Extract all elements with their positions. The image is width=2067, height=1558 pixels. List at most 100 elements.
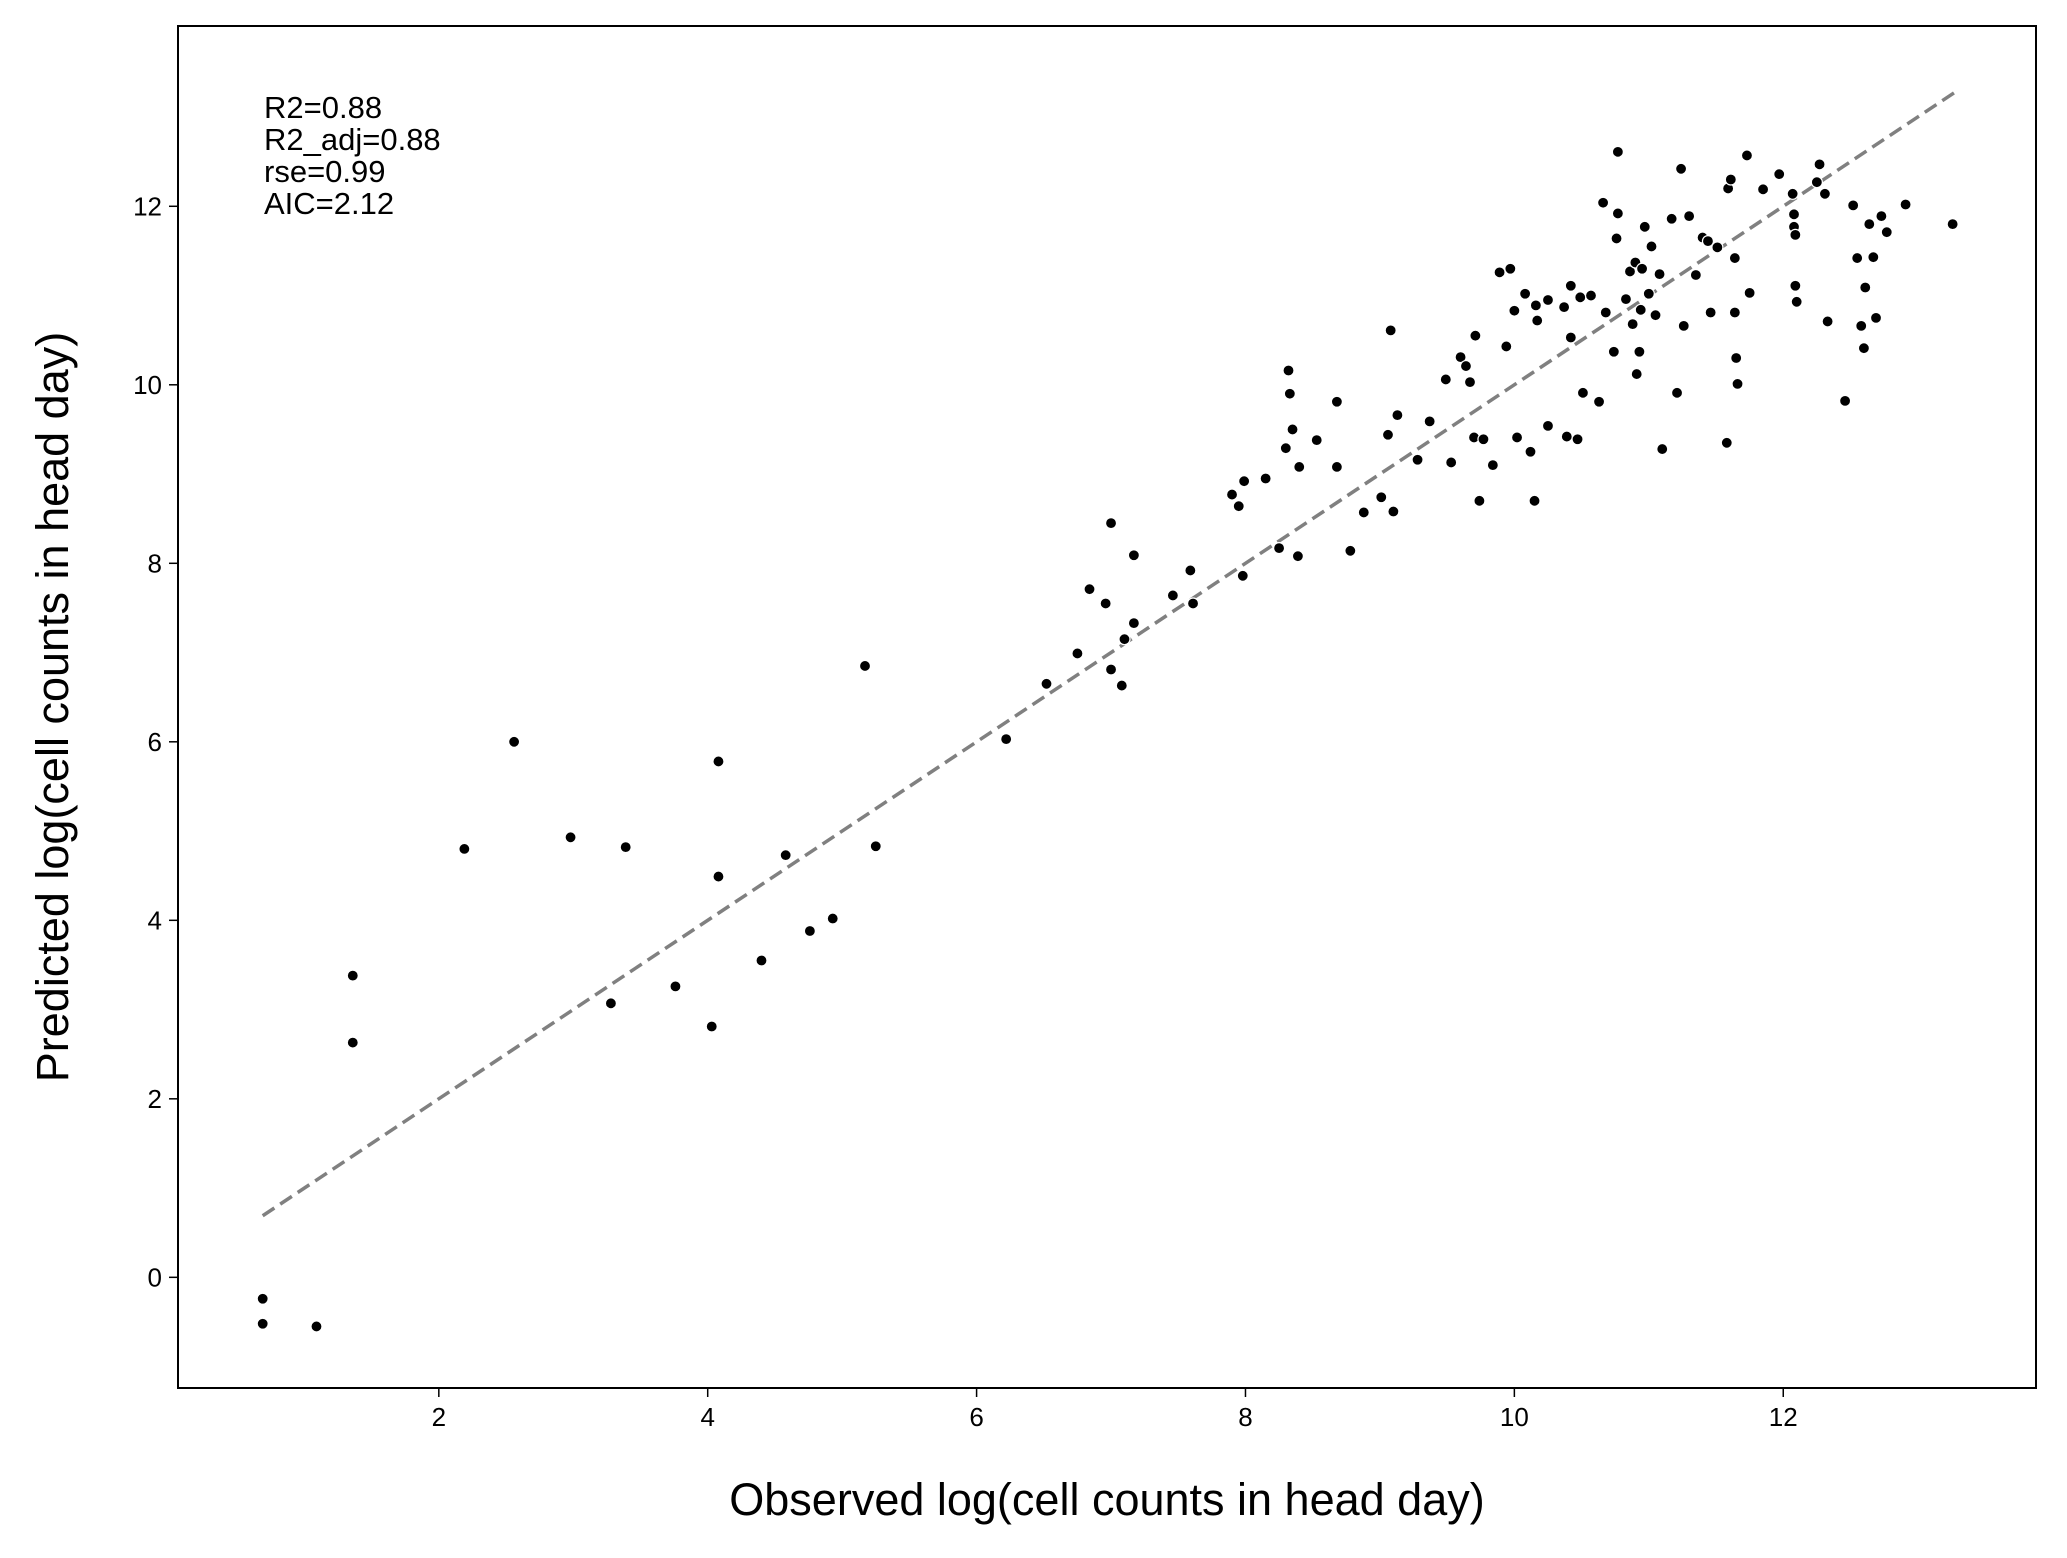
point: [1653, 268, 1666, 281]
x-tick-label: 10: [1500, 1402, 1529, 1432]
x-axis-label: Observed log(cell counts in head day): [729, 1474, 1484, 1525]
point: [826, 912, 839, 925]
point: [1238, 475, 1251, 488]
point: [755, 954, 768, 967]
point: [1619, 293, 1633, 306]
point: [1391, 409, 1404, 422]
x-tick-label: 12: [1769, 1402, 1798, 1432]
point: [1634, 303, 1647, 316]
point: [1454, 351, 1467, 364]
point: [1592, 395, 1606, 408]
x-tick-label: 6: [969, 1402, 983, 1432]
point: [1857, 342, 1871, 355]
point: [1731, 377, 1744, 391]
point: [564, 831, 577, 844]
point: [1423, 415, 1436, 428]
x-tick-label: 2: [432, 1402, 446, 1432]
point: [1610, 232, 1623, 245]
point: [1720, 436, 1733, 449]
point: [256, 1292, 269, 1305]
point: [1677, 319, 1690, 332]
point: [1786, 187, 1799, 200]
point: [1387, 505, 1400, 518]
point: [1869, 311, 1883, 324]
point: [1411, 453, 1424, 466]
point: [1473, 494, 1486, 507]
point: [1645, 240, 1658, 253]
point: [1599, 306, 1612, 319]
point: [1541, 419, 1555, 432]
point: [1184, 564, 1197, 577]
point: [1564, 331, 1577, 344]
point: [1859, 281, 1872, 294]
y-tick-label: 10: [133, 370, 162, 400]
point: [346, 969, 359, 982]
y-tick-label: 8: [148, 548, 162, 578]
point: [1127, 549, 1140, 562]
point: [1486, 459, 1499, 472]
point: [310, 1320, 323, 1333]
point: [1701, 234, 1715, 248]
point: [1381, 428, 1395, 441]
point: [869, 840, 882, 853]
point: [1810, 176, 1823, 189]
point: [1357, 506, 1370, 519]
point: [1638, 220, 1651, 233]
point: [1633, 345, 1646, 358]
point: [1838, 394, 1852, 407]
point: [1818, 187, 1832, 200]
point: [1756, 183, 1770, 196]
point: [1344, 544, 1357, 557]
point: [1863, 218, 1876, 231]
point: [1384, 324, 1397, 337]
point: [1596, 196, 1610, 209]
point: [1867, 251, 1880, 264]
point: [1291, 550, 1305, 563]
point: [1851, 251, 1864, 265]
point: [1225, 488, 1239, 501]
point: [1528, 494, 1541, 507]
point: [1232, 500, 1245, 513]
annotation: rse=0.99: [264, 154, 386, 189]
point: [458, 842, 471, 856]
point: [1728, 306, 1741, 319]
point: [1541, 293, 1555, 307]
point: [1946, 218, 1959, 231]
point: [779, 849, 792, 862]
point: [1683, 210, 1696, 223]
annotation: R2=0.88: [264, 90, 382, 125]
point: [1875, 210, 1888, 223]
point: [1649, 309, 1662, 322]
point: [1689, 268, 1702, 282]
point: [1789, 279, 1802, 292]
point: [1186, 597, 1200, 610]
point: [1500, 340, 1513, 353]
point: [1642, 287, 1655, 300]
point: [1630, 367, 1643, 381]
x-tick-label: 4: [700, 1402, 714, 1432]
point: [1510, 431, 1524, 444]
point: [858, 659, 872, 673]
plot-frame: [177, 25, 2037, 1389]
point: [508, 735, 521, 748]
y-tick-label: 6: [148, 727, 162, 757]
point: [1670, 386, 1684, 399]
point: [1773, 168, 1786, 181]
point: [1330, 460, 1343, 474]
point: [1524, 445, 1537, 458]
point: [1040, 677, 1053, 690]
point: [256, 1317, 269, 1330]
point: [1560, 430, 1573, 443]
point: [1743, 286, 1756, 299]
point: [1236, 569, 1249, 582]
point: [1611, 207, 1624, 220]
point: [1531, 314, 1544, 327]
point: [1571, 433, 1584, 446]
point: [1847, 199, 1860, 212]
point: [1576, 386, 1590, 399]
point: [1083, 583, 1096, 596]
point: [1821, 315, 1834, 328]
point: [1611, 145, 1624, 158]
point: [1880, 226, 1893, 239]
